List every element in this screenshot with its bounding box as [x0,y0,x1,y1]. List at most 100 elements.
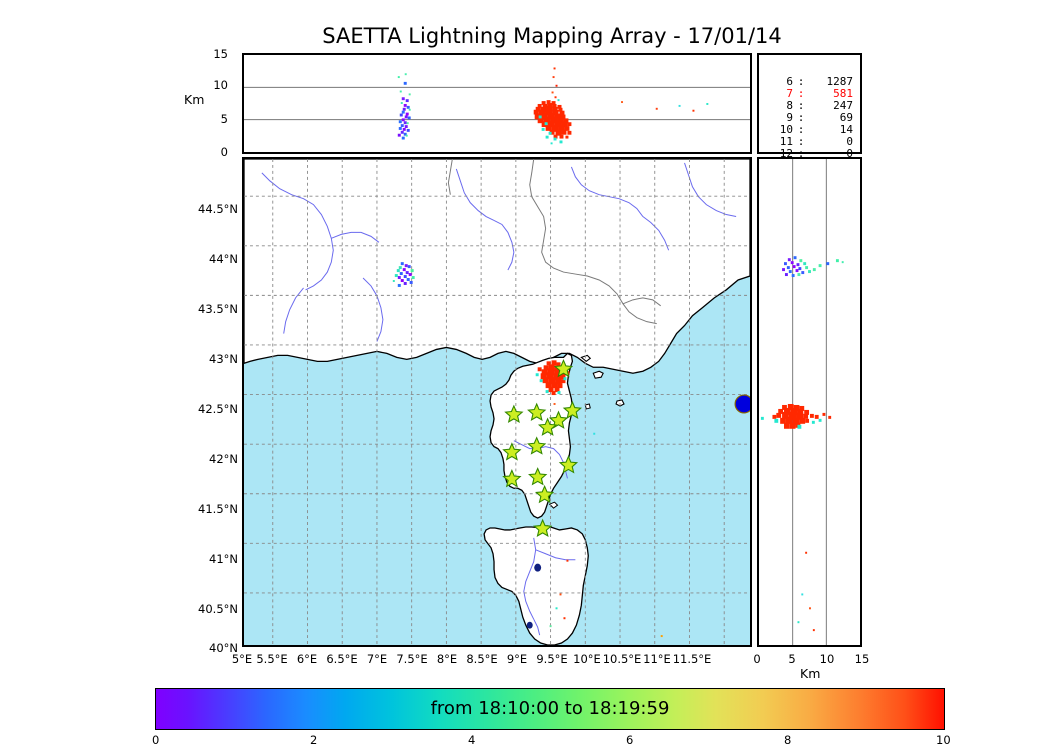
map-lon-tick-5E: 5°E [231,652,253,666]
legend-row: 7: 581 [767,87,853,100]
side-sparse-points [797,551,815,632]
legend-sep: : [797,147,805,160]
map-lat-tick-42.5N: 42.5°N [198,402,238,416]
station-marker [532,518,553,538]
mainland-europe [244,159,750,374]
legend-value: 0 [846,147,853,160]
legend-key: 9 [786,111,793,124]
reference-marker [734,394,750,414]
legend-key: 6 [786,75,793,88]
altitude-longitude-plot [244,67,750,145]
figure-title: SAETTA Lightning Mapping Array - 17/01/1… [322,24,782,48]
map-lon-tick-8E: 8°E [436,652,458,666]
time-colorbar[interactable] [155,688,945,730]
corsica-side-cluster [772,403,832,429]
legend-value: 14 [839,123,853,136]
station-marker [504,404,524,423]
map-lat-tick-43.5N: 43.5°N [198,302,238,316]
colorbar-label: from 18:10:00 to 18:19:59 [430,698,670,719]
legend-sep: : [797,75,805,88]
legend-row: 10: 14 [767,123,853,136]
legend-key: 12 [779,147,793,160]
map-lon-tick-11E: 11°E [643,652,671,666]
map-lon-tick-10.5E: 10.5°E [602,652,642,666]
sparse-source-points [549,402,663,638]
top-panel-ytick-15: 15 [213,47,228,61]
corsica-altitude-cluster [533,67,572,145]
station-marker [553,358,574,378]
altitude-longitude-panel [242,53,752,154]
map-lat-tick-44.5N: 44.5°N [198,202,238,216]
legend-sep: : [797,99,805,112]
map-lat-tick-41N: 41°N [209,552,238,566]
map-lon-tick-7.5E: 7.5°E [396,652,428,666]
lake-layer [526,563,542,629]
map-lon-tick-8.5E: 8.5°E [466,652,498,666]
legend-sep: : [797,123,805,136]
small-island-b [584,403,591,410]
legend-row: 12: 0 [767,147,853,160]
map-lat-tick-42N: 42°N [209,452,238,466]
legend-value: 581 [833,87,853,100]
station-marker [502,469,522,488]
map-lon-tick-9.5E: 9.5°E [536,652,568,666]
top-panel-ytick-0: 0 [220,145,228,159]
station-marker [562,400,583,419]
mainland-side-cluster [782,256,844,278]
altitude-latitude-plot [760,159,844,645]
map-lon-tick-7E: 7°E [366,652,388,666]
legend-sep: : [797,135,805,148]
side-panel-xtick-10: 10 [819,652,835,666]
legend-key: 8 [786,99,793,112]
elba-island [592,370,604,379]
river-layer [261,162,737,636]
top-panel-axis-label: Km [184,92,205,107]
sparse-points [621,101,709,112]
legend-row: 9: 69 [767,111,853,124]
side-panel-xtick-5: 5 [788,652,796,666]
corsica-side-cyan [760,416,822,429]
legend-value: 69 [839,111,853,124]
top-panel-ytick-5: 5 [220,112,228,126]
side-panel-xtick-15: 15 [854,652,870,666]
corsica-cyan-fringe [535,373,567,395]
legend-row: 8: 247 [767,99,853,112]
map-lon-tick-6.5E: 6.5°E [326,652,358,666]
lma-station-layer [502,358,583,538]
colorbar-tick-10: 10 [936,733,951,747]
legend-value: 0 [846,135,853,148]
coordinate-grid [244,159,750,645]
map-panel [242,157,752,647]
map-lon-tick-9E: 9°E [506,652,528,666]
mainland-altitude-cluster [397,73,411,140]
station-marker [527,436,547,455]
map-lat-tick-43N: 43°N [209,352,238,366]
legend-sep: : [797,87,805,100]
station-marker [537,417,558,436]
legend-key: 7 [786,87,793,100]
map-lon-tick-11.5E: 11.5°E [672,652,712,666]
legend-sep: : [797,111,805,124]
altitude-latitude-panel [757,157,862,647]
station-marker [502,442,522,461]
legend-row: 6: 1287 [767,75,853,88]
station-marker [548,410,569,429]
station-marker [558,455,579,474]
colorbar-tick-2: 2 [310,733,318,747]
map-lon-tick-6E: 6°E [296,652,318,666]
legend-value: 1287 [826,75,854,88]
station-marker [528,467,548,486]
station-count-legend: 6: 1287 7: 581 8: 247 9: 69 10: 14 11: 0 12: 0 [757,53,862,160]
map-lon-tick-5.5E: 5.5°E [256,652,288,666]
legend-row: 11: 0 [767,135,853,148]
colorbar-tick-8: 8 [784,733,792,747]
administrative-borders [447,159,662,325]
side-panel-xtick-0: 0 [753,652,761,666]
side-panel-axis-label: Km [800,666,821,681]
map-lat-tick-41.5N: 41.5°N [198,502,238,516]
small-island-c [548,501,559,509]
map-lat-tick-40N: 40°N [209,641,238,655]
station-marker [534,484,555,504]
map-lon-tick-10E: 10°E [573,652,601,666]
